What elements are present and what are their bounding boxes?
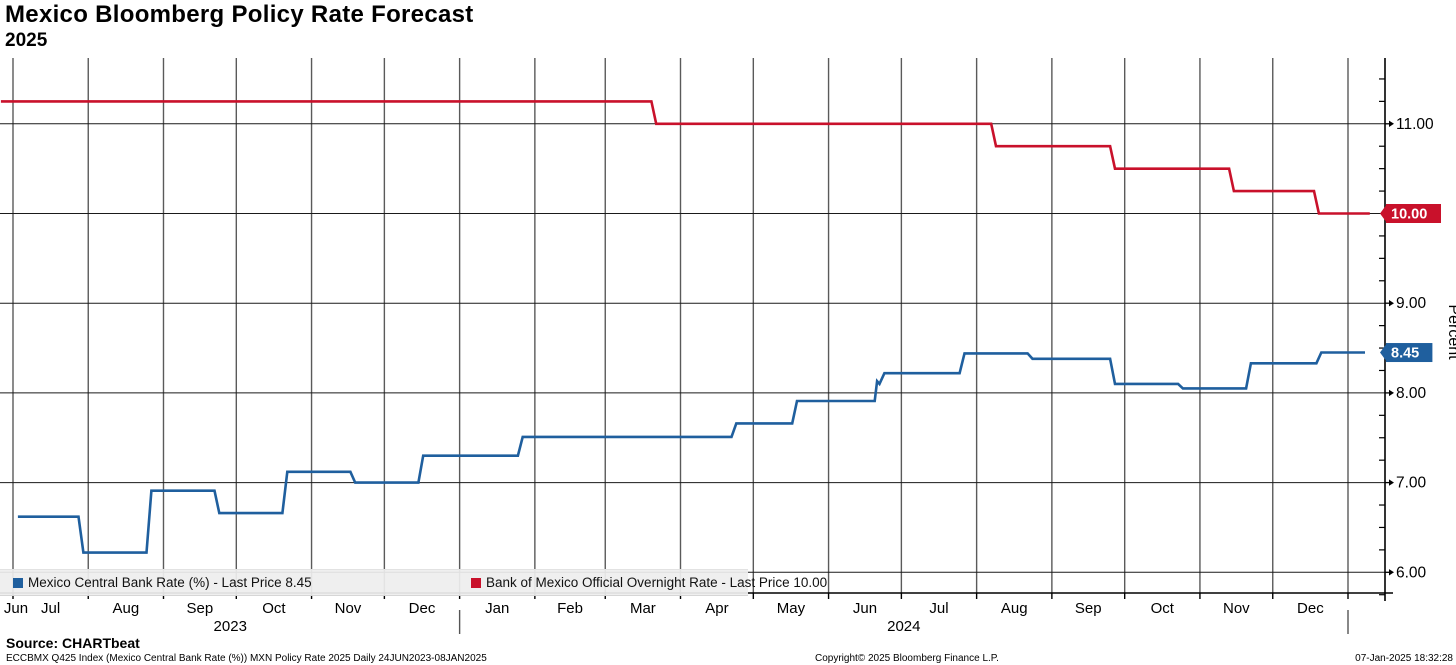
legend-item-overnight-rate: Bank of Mexico Official Overnight Rate -… [471,570,827,595]
x-axis-month-label: Jun [4,600,28,617]
x-axis-month-label: Apr [705,600,728,617]
y-axis-label: 8.00 [1396,385,1427,402]
y-axis-label: 9.00 [1396,295,1427,312]
blue-series-swatch-icon [13,577,23,588]
legend-label: Bank of Mexico Official Overnight Rate -… [486,575,828,590]
x-axis-month-label: Oct [1151,600,1175,617]
x-axis-month-label: Jul [41,600,60,617]
x-axis-month-label: Jan [485,600,509,617]
x-axis-year-label: 2024 [887,618,920,635]
x-axis-month-label: Aug [113,600,140,617]
y-axis-label: 6.00 [1396,564,1427,581]
y-axis-tick-arrow-icon [1389,569,1394,576]
x-axis-month-label: Sep [187,600,214,617]
x-axis-month-label: Feb [557,600,583,617]
x-axis-month-label: Jun [853,600,877,617]
legend-item-central-bank-rate: Mexico Central Bank Rate (%) - Last Pric… [13,570,312,595]
y-axis-label: 7.00 [1396,475,1427,492]
overnight-rate-line [0,100,1370,215]
x-axis-month-label: Aug [1001,600,1028,617]
x-axis-year-label: 2023 [214,618,247,635]
index-descriptor: ECCBMX Q425 Index (Mexico Central Bank R… [6,653,487,664]
page-title: Mexico Bloomberg Policy Rate Forecast [5,1,474,28]
x-axis-month-label: Nov [1223,600,1250,617]
page-subtitle: 2025 [5,30,48,51]
y-axis-tick-arrow-icon [1389,120,1394,127]
y-axis-title: Percent [1445,304,1456,360]
y-axis-tick-arrow-icon [1389,389,1394,397]
y-axis-tick-arrow-icon [1389,479,1394,486]
x-axis-month-label: Oct [262,600,286,617]
x-axis-month-label: Sep [1075,600,1102,617]
x-axis-month-label: Dec [409,600,436,617]
copyright-text: Copyright© 2025 Bloomberg Finance L.P. [815,653,999,664]
x-axis-month-label: Jul [929,600,948,617]
last-price-tag-notch [1380,343,1387,363]
chart-legend: Mexico Central Bank Rate (%) - Last Pric… [0,569,827,596]
timestamp-text: 07-Jan-2025 18:32:28 [1355,653,1453,664]
y-axis-tick-arrow-icon [1389,300,1394,307]
last-price-tag-notch [1380,204,1387,223]
x-axis-month-label: Mar [630,600,656,617]
x-axis-month-label: Dec [1297,600,1324,617]
last-price-tag-value: 8.45 [1391,346,1419,362]
x-axis-month-label: May [777,600,806,617]
legend-label: Mexico Central Bank Rate (%) - Last Pric… [28,575,312,590]
x-axis-month-label: Nov [335,600,362,617]
last-price-tag [1386,343,1433,363]
last-price-tag [1386,204,1441,223]
y-axis-label: 11.00 [1396,116,1434,133]
central-bank-rate-line [17,351,1365,554]
source-label: Source: CHARTbeat [6,635,140,651]
last-price-tag-value: 10.00 [1391,207,1427,223]
red-series-swatch-icon [471,577,481,588]
